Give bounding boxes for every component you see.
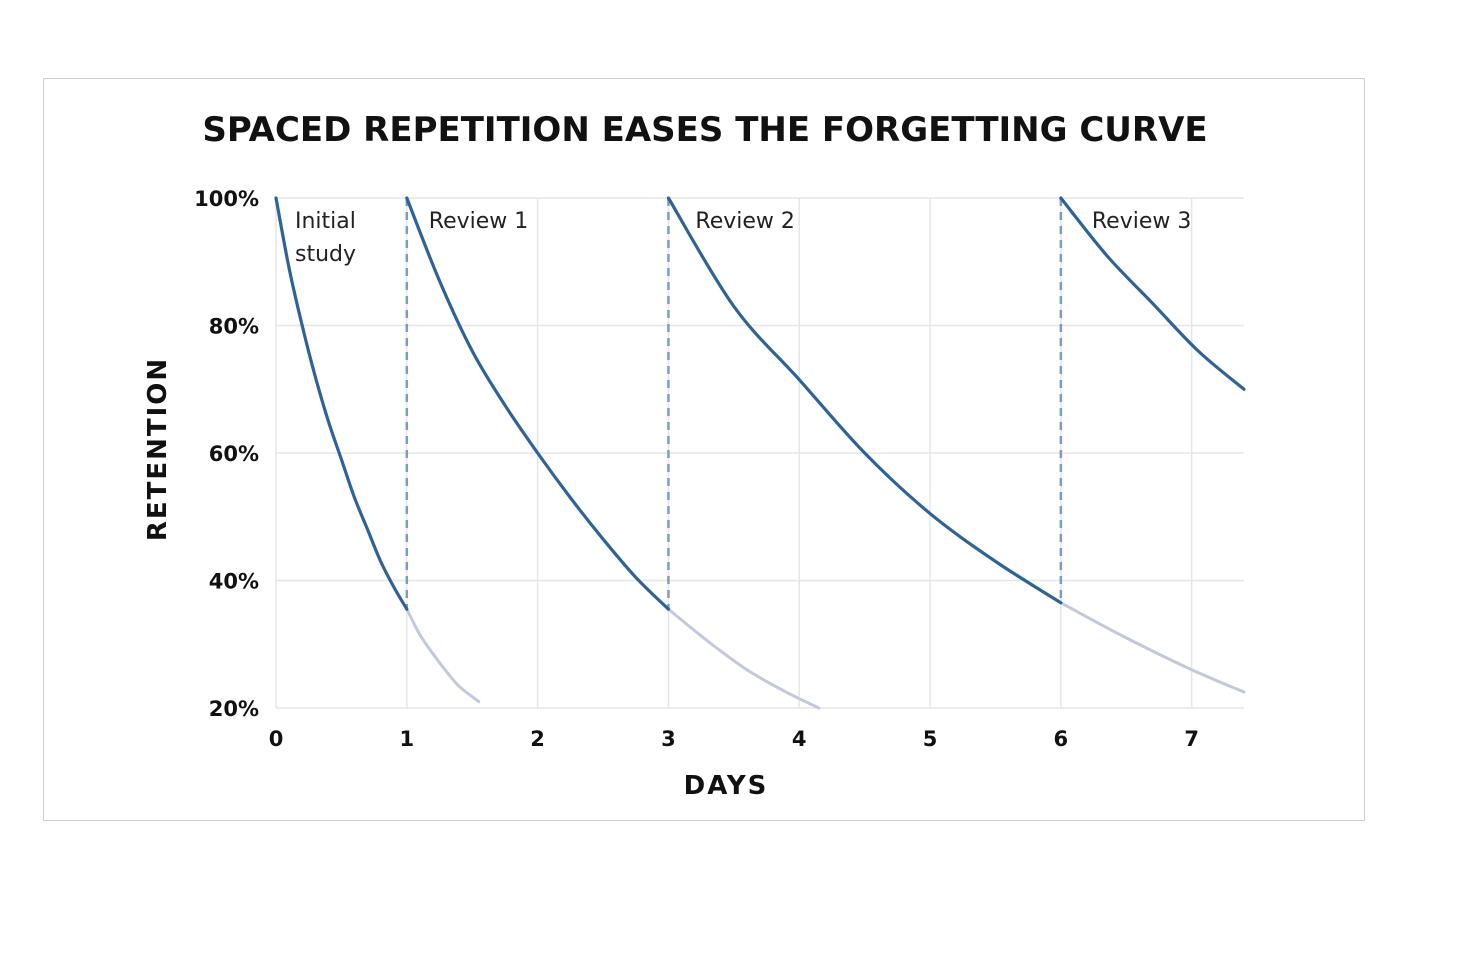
x-tick-label: 4 bbox=[792, 727, 807, 751]
review-markers bbox=[405, 198, 1063, 610]
y-tick-label: 60% bbox=[209, 442, 259, 466]
y-axis-label: RETENTION bbox=[143, 357, 173, 541]
chart-frame: SPACED REPETITION EASES THE FORGETTING C… bbox=[43, 78, 1365, 821]
y-tick-label: 100% bbox=[194, 187, 259, 211]
x-tick-label: 2 bbox=[530, 727, 545, 751]
faded-curves bbox=[405, 601, 1246, 710]
y-tick-label: 40% bbox=[209, 570, 259, 594]
active-curves bbox=[274, 196, 1246, 611]
y-tick-label: 80% bbox=[209, 315, 259, 339]
faded-curve-2 bbox=[1059, 601, 1246, 694]
annotation-0: Initial study bbox=[295, 209, 356, 267]
x-tick-label: 5 bbox=[923, 727, 938, 751]
annotation-1: Review 1 bbox=[429, 209, 528, 234]
y-tick-label: 20% bbox=[209, 697, 259, 721]
annotation-3: Review 3 bbox=[1092, 209, 1191, 234]
chart-title: SPACED REPETITION EASES THE FORGETTING C… bbox=[202, 110, 1207, 150]
retention-curve-3 bbox=[1059, 196, 1246, 391]
y-tick-labels: 100% 80% 60% 40% 20% bbox=[194, 187, 259, 721]
chart: SPACED REPETITION EASES THE FORGETTING C… bbox=[143, 110, 1246, 801]
gridlines bbox=[275, 197, 1244, 709]
annotation-2: Review 2 bbox=[695, 209, 794, 234]
faded-curve-0 bbox=[405, 607, 481, 704]
x-tick-label: 1 bbox=[399, 727, 414, 751]
x-tick-labels: 0 1 2 3 4 5 6 7 bbox=[269, 727, 1199, 751]
x-tick-label: 6 bbox=[1054, 727, 1069, 751]
x-tick-label: 3 bbox=[661, 727, 676, 751]
x-axis-label: DAYS bbox=[684, 771, 769, 801]
x-tick-label: 7 bbox=[1184, 727, 1199, 751]
retention-curve-1 bbox=[405, 196, 671, 611]
x-tick-label: 0 bbox=[269, 727, 284, 751]
retention-curve-2 bbox=[666, 196, 1063, 605]
retention-curve-0 bbox=[274, 196, 409, 611]
curve-annotations: Initial study Review 1 Review 2 Review 3 bbox=[295, 209, 1191, 267]
faded-curve-1 bbox=[666, 607, 821, 710]
